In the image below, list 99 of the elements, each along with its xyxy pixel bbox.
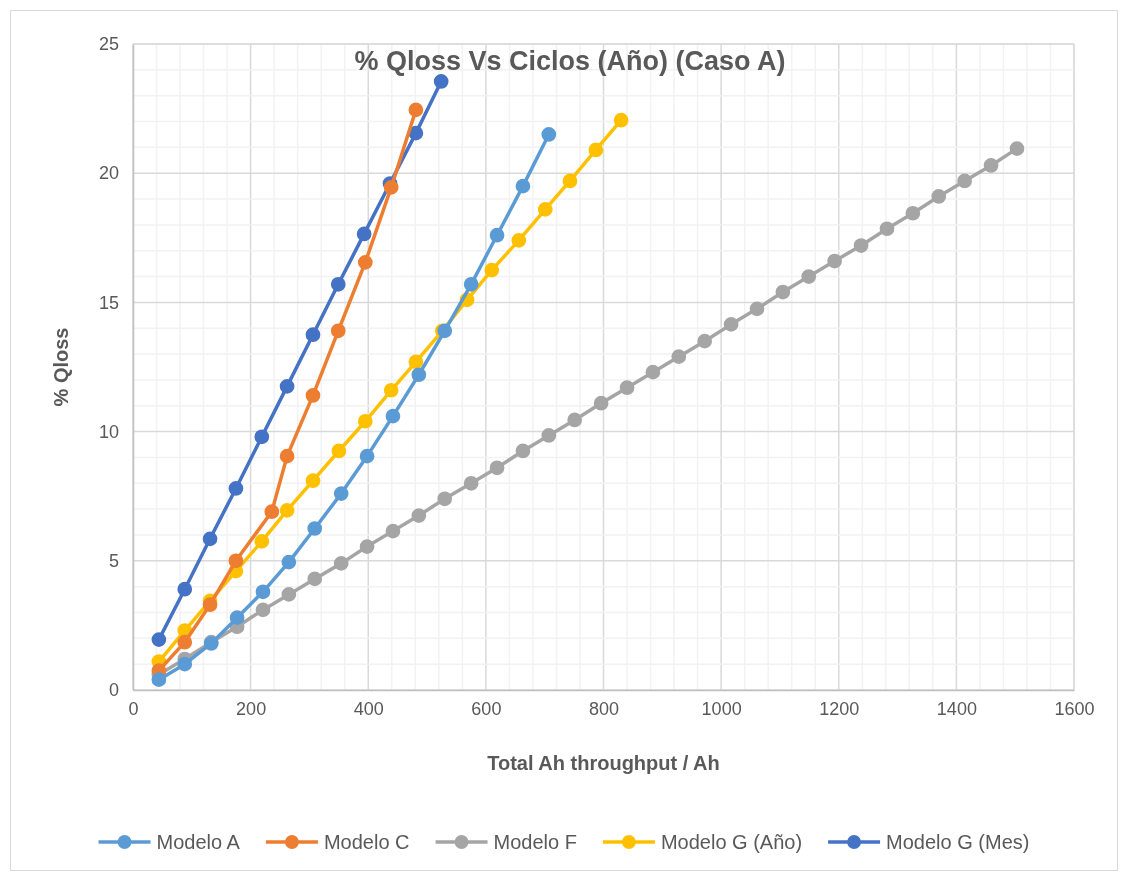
point [671,349,687,365]
point [827,253,842,269]
point [511,233,527,248]
point [385,523,401,539]
point [697,333,713,349]
point [254,429,270,445]
point [541,127,557,142]
point [931,189,947,204]
point [356,226,372,242]
point [330,323,346,339]
point [723,317,739,332]
point [1009,141,1025,156]
x-tick-label: 200 [236,698,267,719]
point [541,428,557,443]
y-tick-label: 25 [98,34,119,55]
point [613,112,629,128]
point [331,443,347,459]
point [305,388,321,403]
point [411,508,427,523]
point [333,486,349,501]
y-tick-label: 0 [108,680,119,701]
legend-label: Modelo A [156,831,241,853]
point [279,379,295,394]
point [484,262,500,278]
legend-label: Modelo G (Mes) [886,831,1030,853]
y-tick-label: 10 [98,421,119,442]
point [279,448,295,464]
point [202,597,218,613]
point [255,584,271,600]
point [151,632,167,647]
point [593,395,609,411]
point [305,327,321,343]
point [333,556,349,571]
point [463,475,479,491]
point [489,227,505,243]
x-tick-label: 400 [353,698,384,719]
point [229,610,245,625]
point [281,587,297,602]
point [408,102,424,118]
x-tick-label: 600 [471,698,502,719]
point [357,255,373,270]
point [562,173,578,189]
point [357,413,373,429]
point [255,602,271,618]
chart-title: % Qloss Vs Ciclos (Año) (Caso A) [354,46,786,76]
legend-label: Modelo F [493,831,577,853]
x-tick-label: 0 [128,698,139,719]
x-axis-title: Total Ah throughput / Ah [487,752,720,774]
legend-label: Modelo G (Año) [660,831,803,853]
point [619,380,635,396]
point [202,531,218,547]
point [515,443,531,459]
point [385,408,401,424]
point [281,554,297,570]
point [489,460,505,476]
point [801,269,817,284]
y-tick-label: 5 [108,551,119,572]
point [537,202,553,217]
point [411,367,427,383]
point [279,503,295,518]
x-tick-label: 800 [588,698,620,719]
legend-label: Modelo C [323,831,410,853]
point [228,553,244,569]
point [383,382,399,398]
point [307,571,323,587]
point [330,276,346,292]
point [254,534,270,549]
point [408,354,424,370]
point [383,180,399,195]
point [983,158,999,173]
x-tick-label: 1400 [936,698,977,719]
point [853,238,869,253]
point [359,539,375,554]
point [645,364,661,380]
point [879,221,895,237]
point [177,656,193,672]
point [359,448,375,464]
point [264,504,280,520]
point [177,634,193,650]
point [305,473,321,489]
point [749,301,765,317]
point [437,491,453,507]
x-tick-label: 1200 [819,698,860,719]
point [307,521,323,536]
point [775,284,791,300]
point [177,581,193,597]
y-tick-label: 15 [98,292,119,313]
y-tick-label: 20 [98,163,119,184]
point [957,173,972,189]
point [151,672,167,688]
point [588,142,604,158]
point [567,412,583,428]
point [515,178,531,194]
point [463,276,479,292]
y-axis-title: % Qloss [50,327,72,407]
point [228,481,244,496]
point [905,205,921,221]
x-tick-label: 1600 [1054,698,1095,719]
x-tick-label: 1000 [701,698,742,719]
